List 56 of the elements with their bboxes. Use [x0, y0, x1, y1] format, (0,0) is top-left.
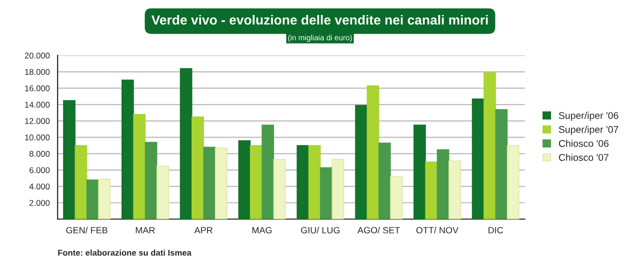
- bar: [332, 159, 344, 220]
- bar: [133, 114, 146, 220]
- bar: [448, 160, 461, 220]
- bar: [436, 149, 450, 220]
- bar: [308, 145, 321, 220]
- chart-title: Verde vivo - evoluzione delle vendite nei canali minori: [151, 14, 488, 25]
- legend-label: Chiosco '06: [558, 140, 609, 147]
- bar: [506, 145, 520, 220]
- source-note: Fonte: elaborazione su dati Ismea: [58, 250, 192, 256]
- bar: [484, 72, 496, 220]
- x-tick-label: MAG: [252, 226, 272, 234]
- y-tick-label: 16.000: [25, 85, 50, 92]
- bar: [203, 146, 216, 220]
- x-tick-label: AGO/ SET: [358, 226, 400, 234]
- y-tick-label: 6.000: [30, 167, 50, 174]
- legend-label: Super/iper '07: [558, 126, 618, 135]
- bar: [74, 145, 88, 220]
- bar: [214, 148, 228, 220]
- legend-label: Super/iper '06: [558, 112, 618, 121]
- bar: [390, 176, 403, 220]
- bar: [472, 98, 484, 220]
- bar: [262, 124, 274, 220]
- x-tick-label: GEN/ FEB: [66, 226, 108, 234]
- x-tick-label: OTT/ NOV: [416, 226, 458, 234]
- bar: [98, 178, 111, 220]
- bar: [156, 166, 169, 220]
- bar: [238, 140, 251, 220]
- bar: [86, 179, 99, 220]
- bar: [144, 142, 158, 220]
- legend-label: Chiosco '07: [558, 154, 608, 161]
- bar: [192, 116, 204, 220]
- bar: [413, 124, 426, 220]
- y-tick-label: 20.000: [24, 52, 50, 59]
- y-tick-label: 14.000: [25, 102, 50, 108]
- bar: [250, 145, 262, 220]
- y-tick-label: 8.000: [29, 150, 50, 157]
- bar: [121, 80, 134, 220]
- y-tick-label: 4.000: [29, 184, 50, 190]
- bar: [425, 161, 438, 220]
- bar: [495, 109, 508, 220]
- x-tick-label: MAR: [136, 227, 155, 234]
- bar: [273, 159, 286, 220]
- x-tick-label: GIU/ LUG: [301, 226, 340, 234]
- bar: [63, 100, 76, 220]
- x-tick-label: APR: [194, 227, 212, 234]
- y-tick-label: 2.000: [30, 200, 50, 206]
- bar: [180, 68, 192, 220]
- bar: [378, 142, 391, 220]
- y-tick-label: 18.000: [25, 69, 50, 75]
- y-tick-label: 12.000: [25, 118, 50, 124]
- bar: [355, 105, 368, 220]
- x-tick-label: DIC: [488, 226, 504, 234]
- bar: [366, 85, 380, 220]
- bar: [296, 145, 310, 220]
- y-tick-label: 10.000: [25, 134, 50, 140]
- bar: [320, 167, 332, 220]
